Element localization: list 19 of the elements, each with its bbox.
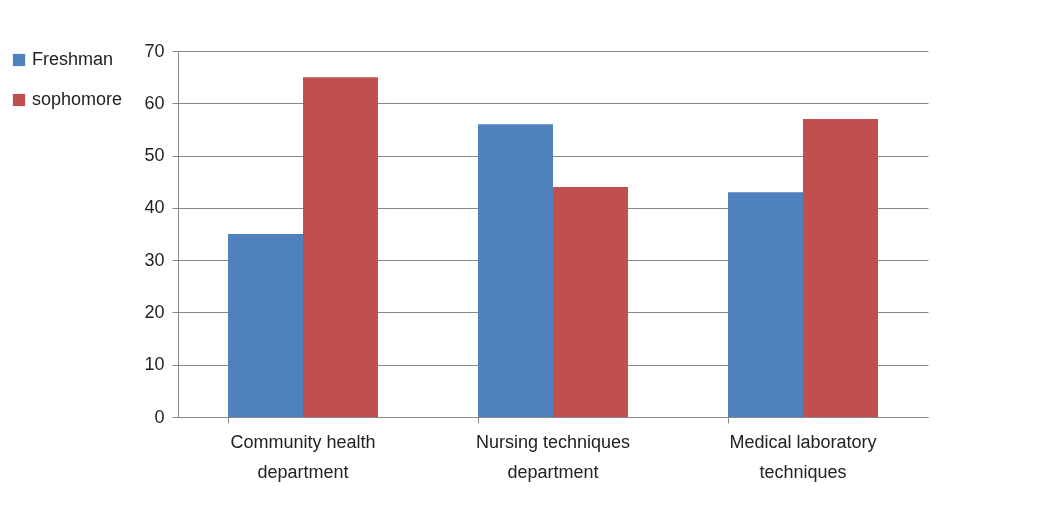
legend-label: Freshman [32, 49, 114, 69]
y-tick-label: 30 [144, 249, 165, 270]
x-tick-label: Community health department [230, 431, 376, 482]
bar [478, 124, 553, 417]
y-tick-label: 10 [144, 354, 165, 375]
bar [303, 77, 378, 417]
y-tick-label: 20 [144, 301, 165, 322]
y-tick-label: 60 [144, 92, 165, 113]
x-tick-label: Medical laboratory techniques [729, 431, 877, 482]
bar [553, 186, 628, 417]
bar [803, 118, 878, 417]
y-tick-label: 0 [154, 406, 165, 427]
bar [728, 192, 803, 417]
x-tick-label: Nursing techniques department [475, 431, 631, 482]
legend-label: sophomore [32, 89, 123, 109]
y-tick-label: 40 [144, 197, 165, 218]
bar [228, 234, 303, 417]
y-tick-label: 70 [144, 40, 165, 61]
y-tick-label: 50 [144, 145, 165, 166]
